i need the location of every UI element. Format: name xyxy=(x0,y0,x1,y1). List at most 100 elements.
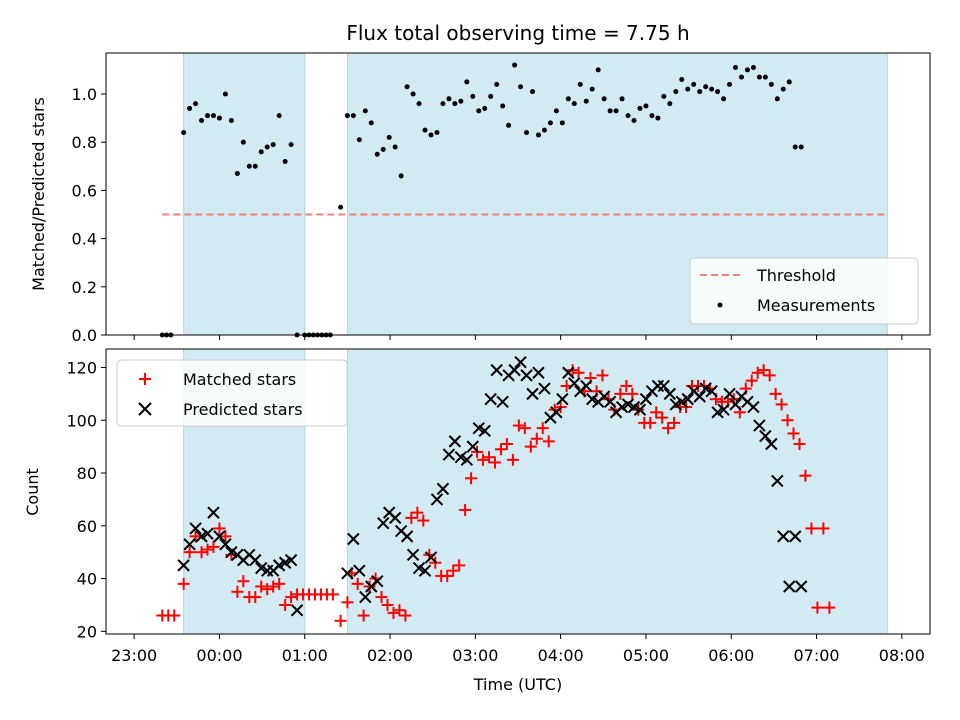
matched-star-point xyxy=(341,596,354,609)
measurement-point xyxy=(512,62,518,68)
measurement-point xyxy=(362,108,368,114)
matched-star-point xyxy=(405,511,418,524)
measurement-point xyxy=(416,101,422,107)
bottom-legend: Matched stars Predicted stars xyxy=(116,359,348,427)
predicted-star-point xyxy=(508,363,521,377)
predicted-star-point xyxy=(371,575,384,588)
matched-star-point xyxy=(195,546,208,559)
matched-star-point xyxy=(817,522,830,535)
predicted-star-point xyxy=(729,398,742,411)
measurement-point xyxy=(410,91,416,97)
bottom-x-tick-label: 01:00 xyxy=(282,646,328,665)
measurement-point xyxy=(547,120,553,126)
predicted-star-point xyxy=(753,419,766,432)
matched-star-point xyxy=(231,585,244,598)
measurement-point xyxy=(601,96,607,102)
predicted-star-point xyxy=(580,379,593,393)
legend-matched-swatch xyxy=(139,373,151,385)
legend-measurements-swatch xyxy=(717,302,723,308)
bottom-legend-box xyxy=(116,359,348,427)
matched-star-point xyxy=(249,591,262,604)
matched-star-point xyxy=(411,506,424,519)
bottom-x-tick-label: 06:00 xyxy=(708,646,754,665)
bottom-x-tick-label: 08:00 xyxy=(879,646,925,665)
matched-star-point xyxy=(494,443,507,456)
measurement-point xyxy=(380,146,386,152)
measurement-point xyxy=(697,89,703,95)
bottom-y-tick-label: 60 xyxy=(77,517,97,536)
measurement-point xyxy=(733,64,739,70)
predicted-star-point xyxy=(436,482,450,496)
predicted-star-point xyxy=(705,385,718,398)
measurement-point xyxy=(798,144,804,150)
matched-star-point xyxy=(261,583,274,596)
predicted-star-point xyxy=(550,406,563,419)
measurement-point xyxy=(338,204,344,210)
measurement-point xyxy=(643,103,649,109)
top-x-ticks xyxy=(133,335,903,340)
matched-star-point xyxy=(465,472,478,485)
predicted-star-point xyxy=(478,424,491,438)
matched-star-point xyxy=(757,364,770,377)
predicted-star-point xyxy=(723,387,736,401)
matched-star-point xyxy=(506,453,519,466)
matched-star-point xyxy=(805,522,818,535)
measurement-point xyxy=(270,142,276,148)
bottom-y-axis-label: Count xyxy=(23,468,42,516)
matched-star-point xyxy=(441,569,454,582)
measurement-point xyxy=(404,84,410,90)
predicted-star-point xyxy=(681,392,694,406)
measurement-point xyxy=(744,67,750,73)
measurement-point xyxy=(258,149,264,155)
top-y-tick-label: 0.6 xyxy=(72,181,97,200)
matched-star-point xyxy=(763,369,776,382)
measurement-point xyxy=(356,137,362,143)
legend-matched-label: Matched stars xyxy=(183,370,296,389)
measurement-point xyxy=(649,113,655,119)
matched-star-point xyxy=(662,422,675,435)
bottom-x-tick-label: 05:00 xyxy=(623,646,669,665)
measurement-point xyxy=(613,108,619,114)
measurement-point xyxy=(374,151,380,157)
predicted-star-point xyxy=(759,429,772,443)
predicted-star-point xyxy=(538,382,551,395)
predicted-star-point xyxy=(460,453,474,467)
measurement-point xyxy=(482,105,488,111)
top-shaded-interval xyxy=(183,52,306,336)
measurement-point xyxy=(434,130,440,136)
matched-star-point xyxy=(745,374,758,387)
measurement-point xyxy=(506,122,512,128)
measurement-point xyxy=(685,86,691,92)
matched-star-point xyxy=(488,456,501,469)
predicted-star-point xyxy=(747,400,760,414)
measurement-point xyxy=(246,163,252,169)
measurement-point xyxy=(494,81,500,87)
matched-star-point xyxy=(799,469,812,482)
predicted-star-point xyxy=(377,516,390,530)
matched-star-point xyxy=(363,580,376,593)
measurement-point xyxy=(350,113,356,119)
predicted-star-point xyxy=(490,363,503,377)
matched-star-point xyxy=(459,503,472,516)
measurement-point xyxy=(768,81,774,87)
matched-star-point xyxy=(393,604,406,617)
matched-star-point xyxy=(351,577,364,590)
bottom-y-tick-label: 100 xyxy=(66,411,97,430)
predicted-star-point xyxy=(442,448,456,461)
bottom-x-tick-label: 02:00 xyxy=(367,646,413,665)
measurement-point xyxy=(193,101,199,107)
matched-star-point xyxy=(823,601,836,614)
predicted-star-point xyxy=(359,590,372,604)
measurement-point xyxy=(667,101,673,107)
measurement-point xyxy=(703,84,709,90)
predicted-star-point xyxy=(424,551,438,564)
matched-star-point xyxy=(482,451,495,464)
measurement-point xyxy=(721,96,727,102)
measurement-point xyxy=(500,103,506,109)
top-y-tick-label: 0.2 xyxy=(72,278,97,297)
matched-star-point xyxy=(334,614,347,627)
matched-star-point xyxy=(614,387,627,400)
predicted-star-point xyxy=(219,538,232,551)
predicted-star-point xyxy=(777,530,790,543)
chart-title: Flux total observing time = 7.75 h xyxy=(346,21,689,45)
